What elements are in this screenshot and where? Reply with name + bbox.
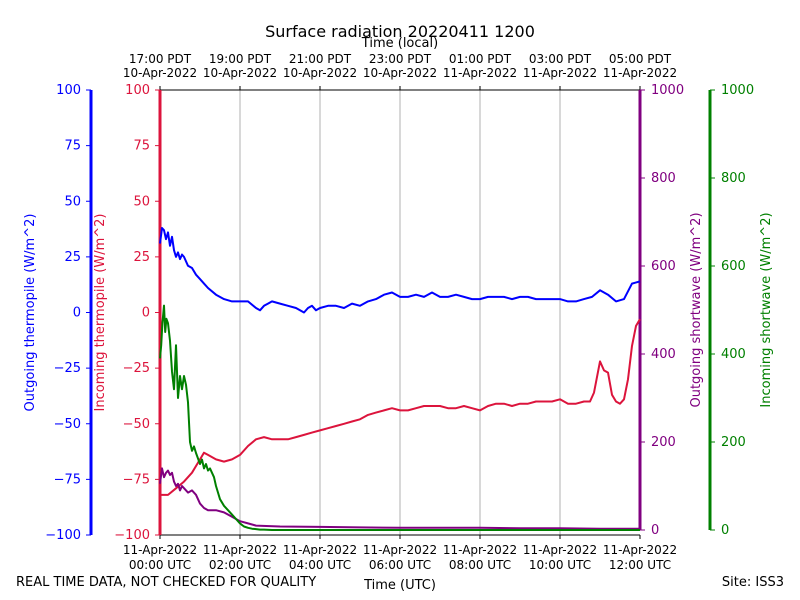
y-axis-title: Incoming thermopile (W/m^2) [93, 214, 108, 412]
y-tick-label: 200 [721, 435, 746, 450]
y-tick-label: −25 [54, 361, 81, 376]
quality-disclaimer: REAL TIME DATA, NOT CHECKED FOR QUALITY [16, 575, 317, 590]
x-tick-label-utc-time: 12:00 UTC [609, 558, 671, 572]
y-tick-label: 75 [64, 139, 81, 154]
x-tick-label-utc-date: 11-Apr-2022 [603, 543, 677, 557]
y-axis-title: Outgoing thermopile (W/m^2) [23, 214, 38, 412]
x-tick-label-local-time: 05:00 PDT [609, 52, 672, 66]
x-tick-label-utc-time: 00:00 UTC [129, 558, 191, 572]
x-tick-label-local-time: 19:00 PDT [209, 52, 272, 66]
series-line-out-sw [159, 467, 640, 530]
y-tick-label: 25 [64, 250, 81, 265]
y-tick-label: 1000 [721, 83, 754, 98]
y-tick-label: 50 [64, 194, 81, 209]
x-tick-label-utc-date: 11-Apr-2022 [363, 543, 437, 557]
x-tick-label-local-date: 11-Apr-2022 [443, 66, 517, 80]
y-tick-label: −100 [114, 528, 150, 543]
x-tick-label-utc-time: 06:00 UTC [369, 558, 431, 572]
x-tick-label-local-date: 11-Apr-2022 [523, 66, 597, 80]
y-tick-label: −50 [123, 417, 150, 432]
top-x-axis-title: Time (local) [361, 36, 438, 51]
x-tick-label-utc-time: 08:00 UTC [449, 558, 511, 572]
y-tick-label: −50 [54, 417, 81, 432]
site-label: Site: ISS3 [721, 575, 784, 590]
y-tick-label: 75 [133, 139, 150, 154]
x-tick-label-utc-date: 11-Apr-2022 [443, 543, 517, 557]
y-tick-label: 800 [721, 171, 746, 186]
x-tick-label-local-date: 10-Apr-2022 [363, 66, 437, 80]
series-line-in-sw [159, 304, 640, 531]
y-tick-label: 100 [125, 83, 150, 98]
x-tick-label-local-time: 21:00 PDT [289, 52, 352, 66]
x-tick-label-local-time: 01:00 PDT [449, 52, 512, 66]
y-tick-label: −75 [54, 472, 81, 487]
x-tick-label-utc-time: 04:00 UTC [289, 558, 351, 572]
series-line-out-thermo [159, 227, 641, 314]
y-tick-label: 600 [721, 259, 746, 274]
x-tick-label-local-date: 10-Apr-2022 [283, 66, 357, 80]
y-tick-label: 25 [133, 250, 150, 265]
x-tick-label-local-time: 03:00 PDT [529, 52, 592, 66]
y-tick-label: 400 [721, 347, 746, 362]
x-tick-label-utc-date: 11-Apr-2022 [123, 543, 197, 557]
x-tick-label-local-date: 10-Apr-2022 [203, 66, 277, 80]
y-tick-label: −75 [123, 472, 150, 487]
series-layer [159, 227, 641, 531]
y-axis-title: Incoming shortwave (W/m^2) [759, 212, 774, 407]
x-tick-label-utc-time: 02:00 UTC [209, 558, 271, 572]
x-tick-label-utc-date: 11-Apr-2022 [283, 543, 357, 557]
y-tick-label: 400 [651, 347, 676, 362]
x-tick-label-utc-time: 10:00 UTC [529, 558, 591, 572]
bottom-x-axis-title: Time (UTC) [363, 578, 436, 593]
y-tick-label: 0 [651, 523, 659, 538]
y-tick-label: 600 [651, 259, 676, 274]
y-tick-label: 1000 [651, 83, 684, 98]
vertical-gridlines [239, 90, 561, 535]
x-tick-label-local-time: 17:00 PDT [129, 52, 192, 66]
y-tick-label: 0 [73, 306, 81, 321]
x-tick-label-utc-date: 11-Apr-2022 [203, 543, 277, 557]
y-tick-label: −100 [45, 528, 81, 543]
y-tick-label: 50 [133, 194, 150, 209]
y-tick-label: 100 [56, 83, 81, 98]
x-tick-label-local-date: 10-Apr-2022 [123, 66, 197, 80]
chart-title: Surface radiation 20220411 1200 [265, 22, 535, 41]
y-tick-label: 0 [142, 306, 150, 321]
x-tick-label-local-time: 23:00 PDT [369, 52, 432, 66]
y-axis-title: Outgoing shortwave (W/m^2) [689, 212, 704, 407]
series-line-in-thermo [160, 318, 641, 496]
y-tick-label: 0 [721, 523, 729, 538]
y-tick-label: −25 [123, 361, 150, 376]
x-tick-label-local-date: 11-Apr-2022 [603, 66, 677, 80]
y-tick-label: 200 [651, 435, 676, 450]
x-tick-label-utc-date: 11-Apr-2022 [523, 543, 597, 557]
y-tick-label: 800 [651, 171, 676, 186]
